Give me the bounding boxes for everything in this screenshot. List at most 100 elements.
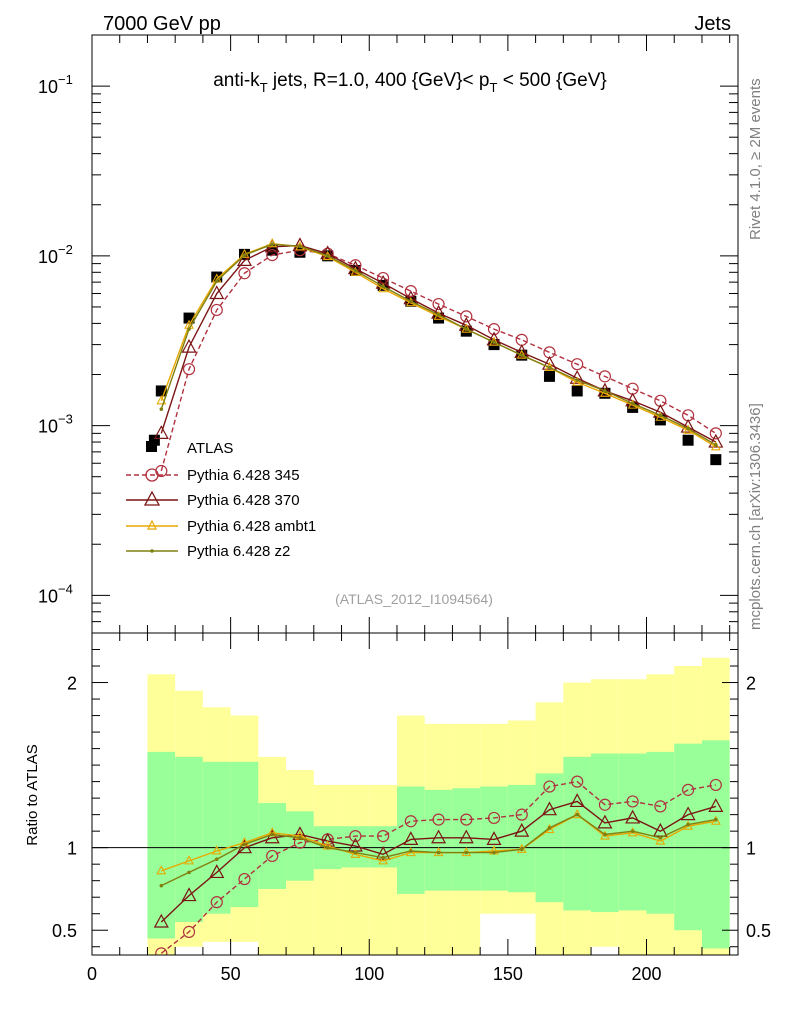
pythia-6-428-370-point	[431, 304, 447, 319]
pythia-6-428-ambt1-point	[211, 845, 222, 855]
pythia-6-428-z2-point	[270, 242, 275, 247]
pythia-6-428-z2-point	[686, 822, 690, 827]
pythia-6-428-ambt1-point	[655, 835, 666, 845]
y-tick-label: 10−3	[38, 412, 73, 437]
pythia-6-428-z2-point	[159, 407, 164, 411]
pythia-6-428-z2-line	[160, 243, 717, 446]
ratio-y-tick-label-right: 2	[746, 674, 756, 694]
pythia-6-428-370-point	[569, 370, 585, 384]
pythia-6-428-345-point	[210, 303, 223, 317]
pythia-6-428-370-point	[347, 260, 363, 275]
yellow-band-bin	[313, 784, 342, 955]
pythia-6-428-345-point	[626, 382, 639, 395]
pythia-6-428-ambt1-point	[572, 808, 583, 819]
yellow-band-bin	[286, 770, 314, 955]
pythia-6-428-ambt1-point	[710, 441, 721, 451]
yellow-band-bin	[341, 784, 370, 955]
pythia-6-428-345-point	[182, 363, 196, 376]
green-band-bin	[175, 756, 203, 922]
ratio-content	[92, 657, 738, 955]
green-band-bin	[674, 743, 702, 931]
atlas-point	[682, 434, 694, 446]
pythia-6-428-z2-point	[575, 378, 579, 383]
pythia-6-428-z2-point	[630, 401, 635, 406]
pythia-6-428-370-point	[181, 338, 197, 353]
green-band-bin	[452, 788, 481, 891]
green-band-bin	[563, 756, 592, 911]
pythia-6-428-345-point	[377, 830, 390, 843]
mcplots-label: mcplots.cern.ch [arXiv:1306.3436]	[747, 403, 764, 630]
pythia-6-428-ambt1-point	[600, 830, 610, 840]
pythia-6-428-345-point	[404, 284, 417, 298]
atlas-point	[710, 454, 722, 466]
pythia-6-428-345-point	[460, 813, 473, 826]
pythia-6-428-z2-point	[547, 826, 552, 830]
pythia-6-428-z2-point	[242, 253, 247, 257]
y-tick-label: 10−2	[38, 242, 73, 267]
green-band-bin	[507, 784, 536, 893]
pythia-6-428-ambt1-point	[267, 237, 278, 248]
pythia-6-428-z2-point	[187, 327, 191, 331]
green-band-bin	[535, 773, 564, 903]
pythia-6-428-z2-point	[464, 327, 469, 331]
pythia-6-428-z2-point	[381, 284, 385, 289]
legend-z2-label: Pythia 6.428 z2	[187, 543, 290, 560]
pythia-6-428-370-point	[486, 831, 502, 846]
legend-345-label: Pythia 6.428 345	[187, 467, 300, 484]
pythia-6-428-z2-point	[214, 857, 219, 862]
green-band-bin	[258, 803, 287, 889]
pythia-6-428-z2-point	[381, 855, 385, 860]
pythia-6-428-z2-point	[464, 850, 469, 855]
pythia-6-428-z2-point	[436, 312, 441, 317]
pythia-6-428-z2-point	[242, 842, 247, 847]
pythia-6-428-370-point	[209, 285, 225, 300]
pythia-6-428-345-point	[515, 808, 528, 821]
pythia-6-428-370-point	[708, 433, 724, 448]
atlas-point	[543, 370, 555, 382]
pythia-6-428-345-point	[182, 925, 196, 938]
pythia-6-428-345-point	[432, 813, 445, 826]
legend-atlas-marker	[146, 441, 157, 452]
legend: ATLAS Pythia 6.428 345 Pythia 6.428 370 …	[126, 440, 316, 560]
pythia-6-428-z2-point	[492, 340, 496, 344]
pythia-6-428-345-point	[238, 267, 251, 280]
pythia-6-428-345-point	[487, 811, 501, 825]
pythia-6-428-z2-point	[409, 849, 413, 853]
ratio-y-tick-label-left: 1	[67, 839, 77, 859]
pythia-6-428-345-point	[349, 830, 362, 843]
pythia-6-428-z2-point	[298, 244, 302, 248]
ratio-y-tick-label-left: 0.5	[52, 921, 77, 941]
pythia-6-428-z2-point	[159, 883, 164, 888]
ratio-y-tick-label-left: 2	[67, 674, 77, 694]
pythia-6-428-ambt1-point	[322, 250, 333, 261]
pythia-6-428-370-point	[236, 252, 252, 267]
pythia-6-428-z2-point	[658, 413, 663, 418]
atlas-point	[294, 246, 306, 258]
pythia-6-428-370-point	[292, 237, 308, 252]
pythia-6-428-370-point	[431, 829, 447, 844]
pythia-6-428-z2-point	[353, 268, 358, 273]
pythia-6-428-345-point	[266, 849, 279, 863]
pythia-6-428-z2-point	[325, 254, 330, 258]
header-right: Jets	[694, 13, 731, 35]
pythia-6-428-345-point	[598, 798, 612, 811]
pythia-6-428-370-point	[597, 814, 613, 829]
pythia-6-428-370-point	[569, 793, 585, 808]
x-tick-label: 100	[354, 964, 384, 984]
x-tick-label: 200	[631, 964, 661, 984]
pythia-6-428-345-point	[238, 872, 251, 886]
pythia-6-428-345-point	[681, 783, 695, 796]
ratio-y-tick-label-right: 0.5	[746, 921, 771, 941]
pythia-6-428-345-point	[571, 775, 584, 788]
pythia-6-428-370-point	[680, 418, 696, 433]
pythia-6-428-370-point	[514, 822, 530, 837]
ratio-y-tick-label-right: 1	[746, 839, 756, 859]
pythia-6-428-z2-point	[686, 426, 690, 431]
green-band-bin	[230, 761, 259, 908]
green-band-bin	[341, 826, 370, 868]
pythia-6-428-z2-point	[519, 353, 524, 357]
pythia-6-428-345-point	[155, 947, 168, 955]
pythia-6-428-345-point	[487, 323, 501, 336]
pythia-6-428-345-point	[266, 249, 279, 262]
